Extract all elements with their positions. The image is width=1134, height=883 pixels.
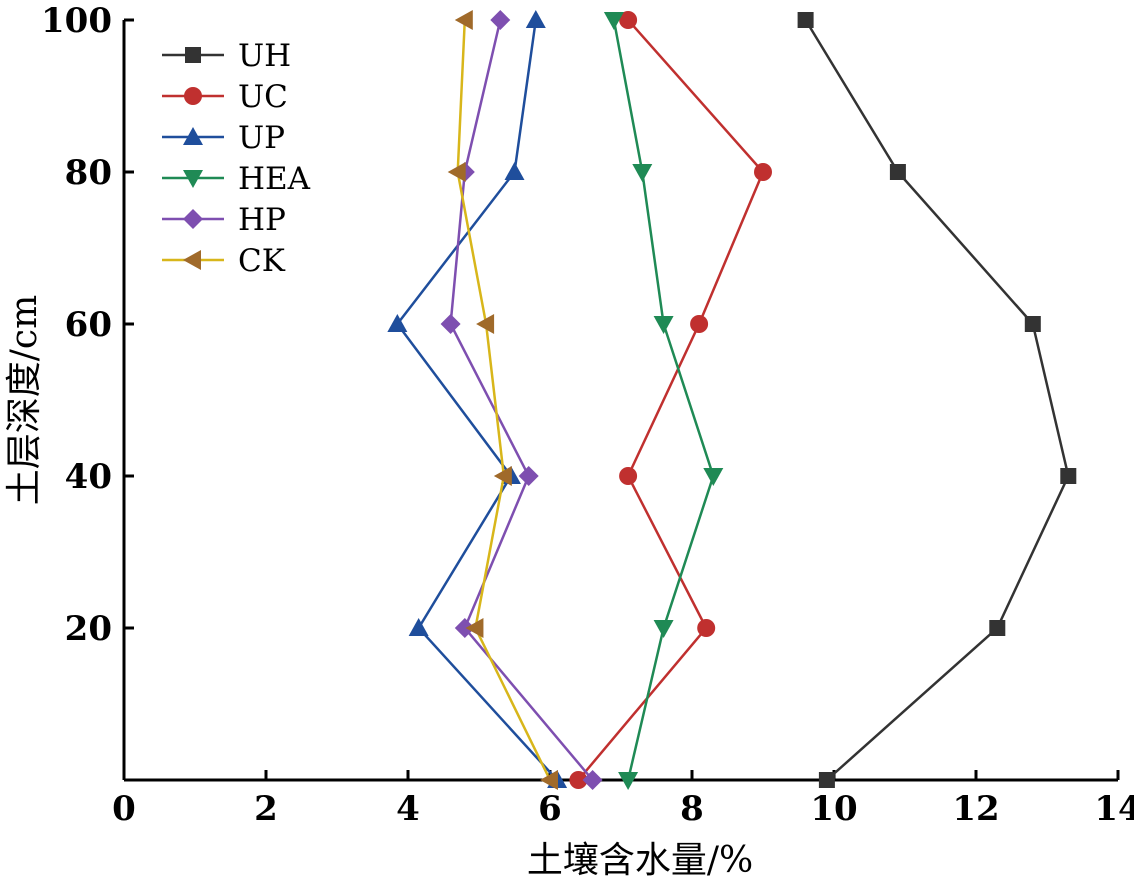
data-point-ck	[476, 314, 495, 334]
legend-marker	[183, 250, 201, 270]
data-point-uc	[569, 771, 588, 789]
legend: UH UC UP HEA HP CK	[162, 38, 311, 279]
legend-marker	[185, 47, 201, 63]
legend-item-hp: HP	[162, 202, 286, 238]
series-uc	[569, 11, 772, 789]
data-point-hea	[632, 164, 653, 182]
data-point-up	[525, 10, 546, 28]
series-line-hp	[449, 19, 594, 781]
data-point-hea	[653, 620, 674, 638]
legend-item-ck: CK	[162, 243, 286, 279]
data-point-hea	[653, 316, 674, 334]
data-point-uc	[690, 315, 709, 333]
x-tick-label: 12	[952, 789, 999, 829]
x-axis-title: 土壤含水量/%	[527, 840, 753, 881]
legend-marker	[184, 87, 202, 105]
data-point-ck	[447, 162, 466, 182]
data-point-ck	[540, 770, 558, 790]
series-hea	[603, 12, 724, 790]
data-point-uc	[754, 163, 772, 181]
series-up	[387, 10, 568, 788]
legend-marker	[183, 209, 203, 229]
legend-item-uh: UH	[162, 38, 291, 74]
axes: 0 2 4 6 8 10 12 14 20 40 60 80 100	[41, 1, 1134, 829]
series-line-uh	[804, 19, 1070, 781]
x-tick-label: 6	[538, 789, 562, 829]
data-point-ck	[465, 618, 484, 638]
data-point-uh	[1060, 468, 1077, 484]
series-uh	[797, 12, 1077, 788]
legend-label: HP	[238, 202, 286, 238]
data-point-uh	[889, 164, 906, 180]
y-tick-label: 60	[65, 305, 112, 345]
data-point-ck	[493, 466, 512, 486]
data-point-uh	[1024, 316, 1041, 332]
data-point-uc	[619, 467, 638, 485]
x-tick-label: 4	[396, 789, 420, 829]
legend-label: HEA	[238, 161, 311, 197]
series-hp	[440, 10, 603, 790]
data-point-up	[504, 162, 525, 180]
series-line-up	[395, 19, 559, 781]
legend-label: UH	[238, 38, 291, 74]
data-point-hp	[440, 314, 461, 334]
legend-marker	[183, 170, 203, 188]
data-point-up	[408, 618, 429, 636]
y-tick-label: 40	[65, 457, 112, 497]
data-point-ck	[454, 10, 473, 30]
legend-marker	[183, 127, 203, 145]
data-point-uh	[797, 12, 814, 28]
data-point-hea	[703, 468, 724, 486]
data-point-hea	[618, 772, 639, 790]
data-point-hp	[518, 466, 539, 486]
x-tick-label: 2	[254, 789, 278, 829]
x-tick-label: 8	[680, 789, 704, 829]
legend-label: UC	[238, 79, 288, 115]
series-line-hea	[612, 19, 715, 781]
data-point-hea	[603, 12, 624, 30]
y-tick-label: 20	[65, 609, 112, 649]
legend-item-uc: UC	[162, 79, 288, 115]
series-layer	[387, 10, 1077, 790]
legend-label: UP	[238, 120, 285, 156]
data-point-hp	[490, 10, 511, 30]
series-line-uc	[577, 19, 765, 781]
y-tick-label: 80	[65, 153, 112, 193]
data-point-uh	[989, 620, 1006, 636]
legend-item-hea: HEA	[162, 161, 311, 197]
legend-item-up: UP	[162, 120, 285, 156]
series-ck	[447, 10, 558, 790]
series-line-ck	[456, 19, 552, 781]
data-point-hp	[454, 618, 475, 638]
data-point-hp	[582, 770, 603, 790]
data-point-uc	[697, 619, 716, 637]
y-tick-label: 100	[41, 1, 112, 41]
data-point-uh	[818, 772, 835, 788]
y-axis-title: 土层深度/cm	[4, 295, 45, 505]
legend-label: CK	[238, 243, 286, 279]
data-point-up	[387, 314, 408, 332]
x-tick-label: 0	[112, 789, 136, 829]
x-tick-label: 14	[1094, 789, 1134, 829]
x-tick-label: 10	[810, 789, 857, 829]
data-point-uc	[619, 11, 638, 29]
